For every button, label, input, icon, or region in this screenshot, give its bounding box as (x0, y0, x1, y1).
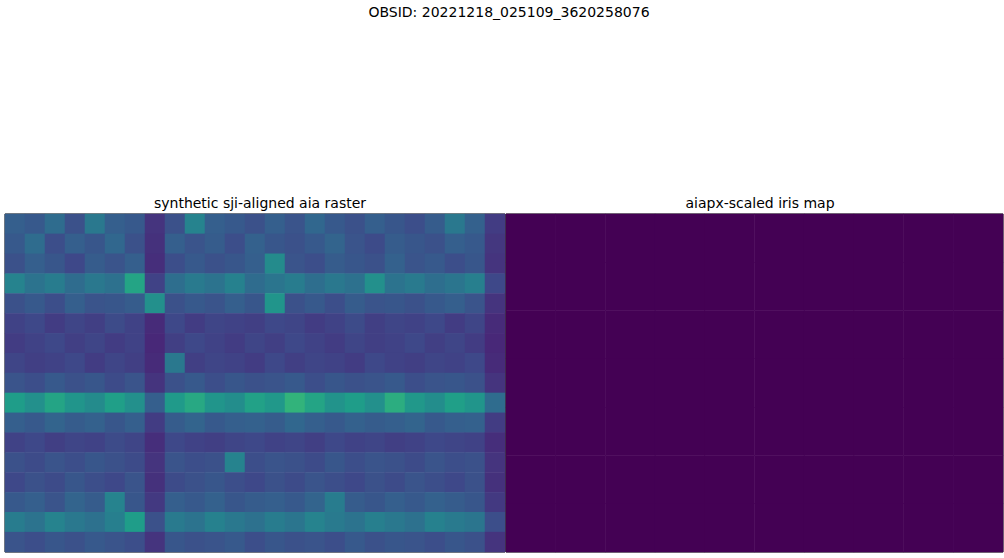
svg-text:aiapx-scaled iris map: aiapx-scaled iris map (685, 195, 834, 211)
svg-text:OBSID: 20221218_025109_3620258: OBSID: 20221218_025109_3620258076 (368, 4, 649, 20)
svg-text:synthetic sji-aligned aia rast: synthetic sji-aligned aia raster (154, 195, 366, 211)
